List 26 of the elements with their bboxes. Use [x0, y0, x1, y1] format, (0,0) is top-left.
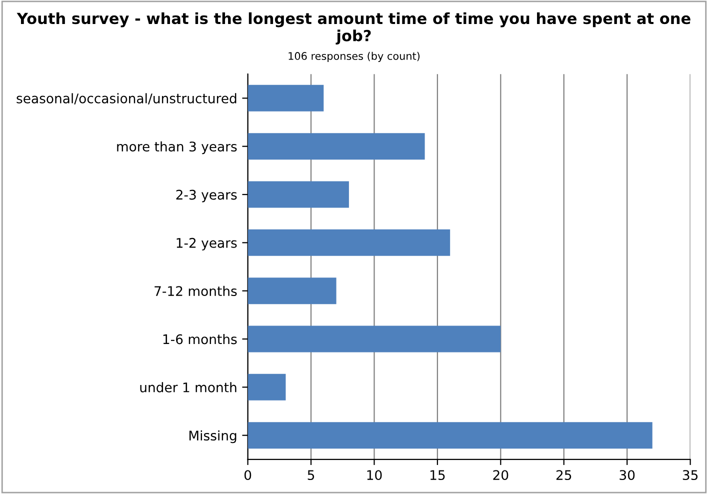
y-tick-label: under 1 month [140, 382, 236, 392]
y-tick-label: seasonal/occasional/unstructured [16, 93, 236, 104]
x-tick-label: 5 [308, 470, 314, 480]
y-tick-label: 1-2 years [176, 238, 237, 250]
x-tick-label: 30 [620, 470, 635, 480]
x-tick-label: 15 [430, 470, 445, 480]
bar [248, 326, 501, 352]
bar [248, 278, 336, 304]
bar [248, 181, 349, 208]
y-tick-label: more than 3 years [117, 141, 237, 154]
x-tick-label: 20 [493, 470, 508, 480]
bar [248, 229, 450, 256]
y-tick-label: 7-12 months [154, 286, 237, 296]
bar [248, 133, 425, 160]
bar [248, 84, 324, 112]
x-tick-label: 25 [556, 470, 572, 480]
chart-subtitle: 106 responses (by count) [288, 52, 420, 62]
x-tick-label: 0 [244, 470, 252, 480]
y-tick-label: 2-3 years [176, 190, 237, 202]
bar [248, 374, 286, 400]
x-tick-label: 10 [367, 470, 382, 480]
bar [248, 422, 652, 449]
y-tick-label: Missing [189, 430, 236, 444]
chart-title: Youth survey - what is the longest amount time of time you have spent at one job? [16, 12, 690, 44]
x-tick-label: 35 [682, 470, 698, 480]
y-tick-label: 1-6 months [163, 334, 237, 344]
